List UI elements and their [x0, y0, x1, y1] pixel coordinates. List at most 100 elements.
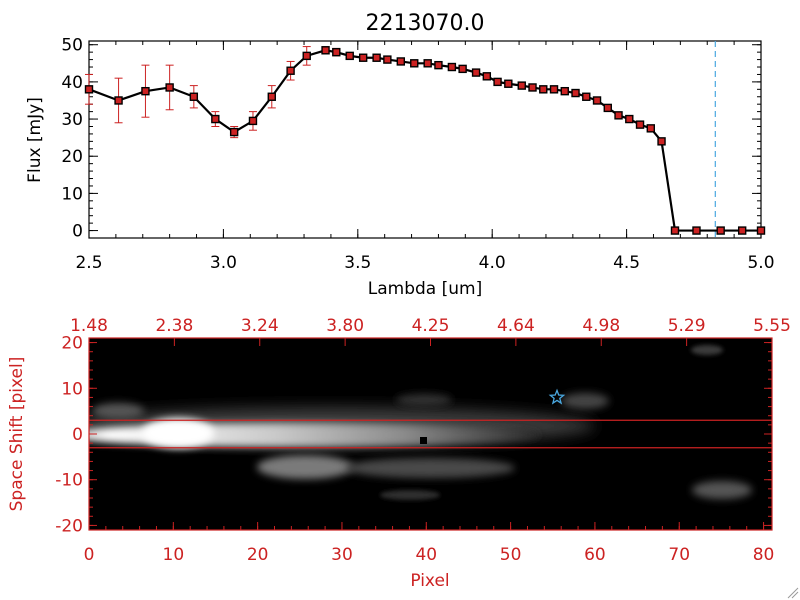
data-point	[528, 83, 537, 92]
y-tick-label: 30	[61, 110, 83, 130]
wavelength-tick-label: 5.29	[668, 316, 706, 336]
shift-tick-label: 0	[72, 425, 83, 445]
data-point	[383, 55, 392, 64]
data-point	[267, 92, 276, 101]
spectral-image	[89, 345, 752, 500]
wavelength-tick-label: 4.98	[582, 316, 620, 336]
data-point	[302, 51, 311, 61]
data-point	[229, 127, 239, 137]
data-point	[571, 88, 580, 98]
data-point	[141, 86, 150, 96]
wavelength-tick-label: 2.38	[155, 316, 193, 336]
data-point	[646, 124, 655, 133]
data-point	[756, 226, 766, 235]
y-tick-label: 0	[72, 222, 83, 242]
data-point	[434, 60, 443, 70]
wavelength-tick-label: 3.24	[241, 316, 279, 336]
x-tick-label: 4.5	[613, 253, 640, 273]
resize-grip-icon[interactable]	[787, 587, 799, 599]
data-point	[692, 226, 701, 235]
data-point	[539, 85, 548, 94]
data-point	[635, 120, 645, 129]
y-tick-label: 40	[61, 73, 83, 93]
data-point	[549, 85, 559, 94]
wavelength-tick-label: 5.55	[753, 316, 791, 336]
data-point	[286, 66, 295, 75]
pixel-tick-label: 20	[247, 545, 269, 565]
x-tick-label: 4.0	[479, 253, 506, 273]
x-tick-label: 5.0	[747, 253, 774, 273]
image-tick-labels: 0 10 20 30 40 50 60 70 80 1.48 2.38 3.24 3.80 4.25 4.6…	[55, 316, 791, 565]
data-point	[345, 51, 354, 61]
spectrum-markers	[84, 46, 766, 235]
data-point	[560, 86, 569, 96]
data-point	[471, 68, 481, 77]
data-point	[447, 62, 457, 72]
pixel-tick-label: 70	[668, 545, 690, 565]
pixel-tick-label: 80	[753, 545, 775, 565]
spectrum-plot: 2213070.0 2.5 3.0 3.5 4.0 4.5 5.001020304050 …	[25, 11, 775, 299]
pixel-tick-label: 0	[84, 545, 95, 565]
bad-pixel	[420, 437, 427, 444]
y-tick-label: 50	[61, 36, 83, 56]
data-point	[211, 114, 220, 124]
data-point	[189, 92, 199, 101]
wavelength-tick-label: 4.25	[412, 316, 450, 336]
wavelength-tick-label: 3.80	[326, 316, 364, 336]
pixel-tick-label: 40	[415, 545, 437, 565]
pixel-tick-label: 30	[331, 545, 353, 565]
y-tick-label: 20	[61, 147, 83, 167]
data-point	[165, 83, 174, 92]
x-tick-label: 3.0	[210, 253, 237, 273]
data-point	[372, 53, 381, 62]
shift-tick-label: -10	[55, 471, 83, 491]
data-point	[332, 47, 341, 57]
data-point	[410, 59, 419, 68]
pixel-tick-label: 50	[500, 545, 522, 565]
shift-tick-label: -20	[55, 516, 83, 536]
y-tick-label: 10	[61, 184, 83, 204]
x-tick-label: 2.5	[75, 253, 102, 273]
data-point	[592, 96, 602, 105]
data-point	[482, 72, 492, 81]
data-point	[603, 103, 612, 113]
data-point	[458, 64, 467, 74]
source-star-marker	[548, 388, 566, 405]
data-point	[114, 96, 123, 105]
image-ticks	[88, 338, 773, 530]
data-point	[321, 46, 330, 55]
pixel-tick-label: 60	[584, 545, 606, 565]
spectrum-xlabel: Lambda [um]	[368, 279, 482, 299]
x-tick-label: 3.5	[344, 253, 371, 273]
data-point	[670, 226, 680, 235]
spectrum-ylabel: Flux [mJy]	[25, 97, 45, 183]
data-point	[396, 57, 406, 66]
wavelength-tick-label: 1.48	[70, 316, 108, 336]
data-point	[504, 79, 513, 88]
data-point	[737, 226, 747, 235]
data-point	[614, 111, 623, 120]
data-point	[423, 59, 432, 68]
data-point	[84, 85, 94, 94]
spectrum-line	[88, 49, 761, 232]
data-point	[248, 116, 258, 126]
spectrum-tick-labels: 2.5 3.0 3.5 4.0 4.5 5.0 0 10 20 30 40 50	[61, 36, 774, 273]
shift-tick-label: 10	[61, 379, 83, 399]
image-xlabel: Pixel	[410, 571, 449, 591]
pixel-tick-label: 10	[163, 545, 185, 565]
data-point	[582, 92, 591, 101]
data-point	[493, 77, 502, 87]
spectrum-title: 2213070.0	[366, 11, 485, 36]
spectrum-frame	[88, 40, 762, 239]
data-point	[657, 137, 666, 146]
data-point	[517, 81, 526, 90]
image-ylabel: Space Shift [pixel]	[7, 357, 27, 512]
shift-tick-label: 20	[61, 334, 83, 354]
data-point	[358, 53, 368, 62]
data-point	[625, 114, 634, 124]
spectral-image-panel: 0 10 20 30 40 50 60 70 80 1.48 2.38 3.24 3.80 4.25 4.6…	[7, 316, 791, 591]
data-point	[716, 226, 725, 235]
wavelength-tick-label: 4.64	[497, 316, 535, 336]
